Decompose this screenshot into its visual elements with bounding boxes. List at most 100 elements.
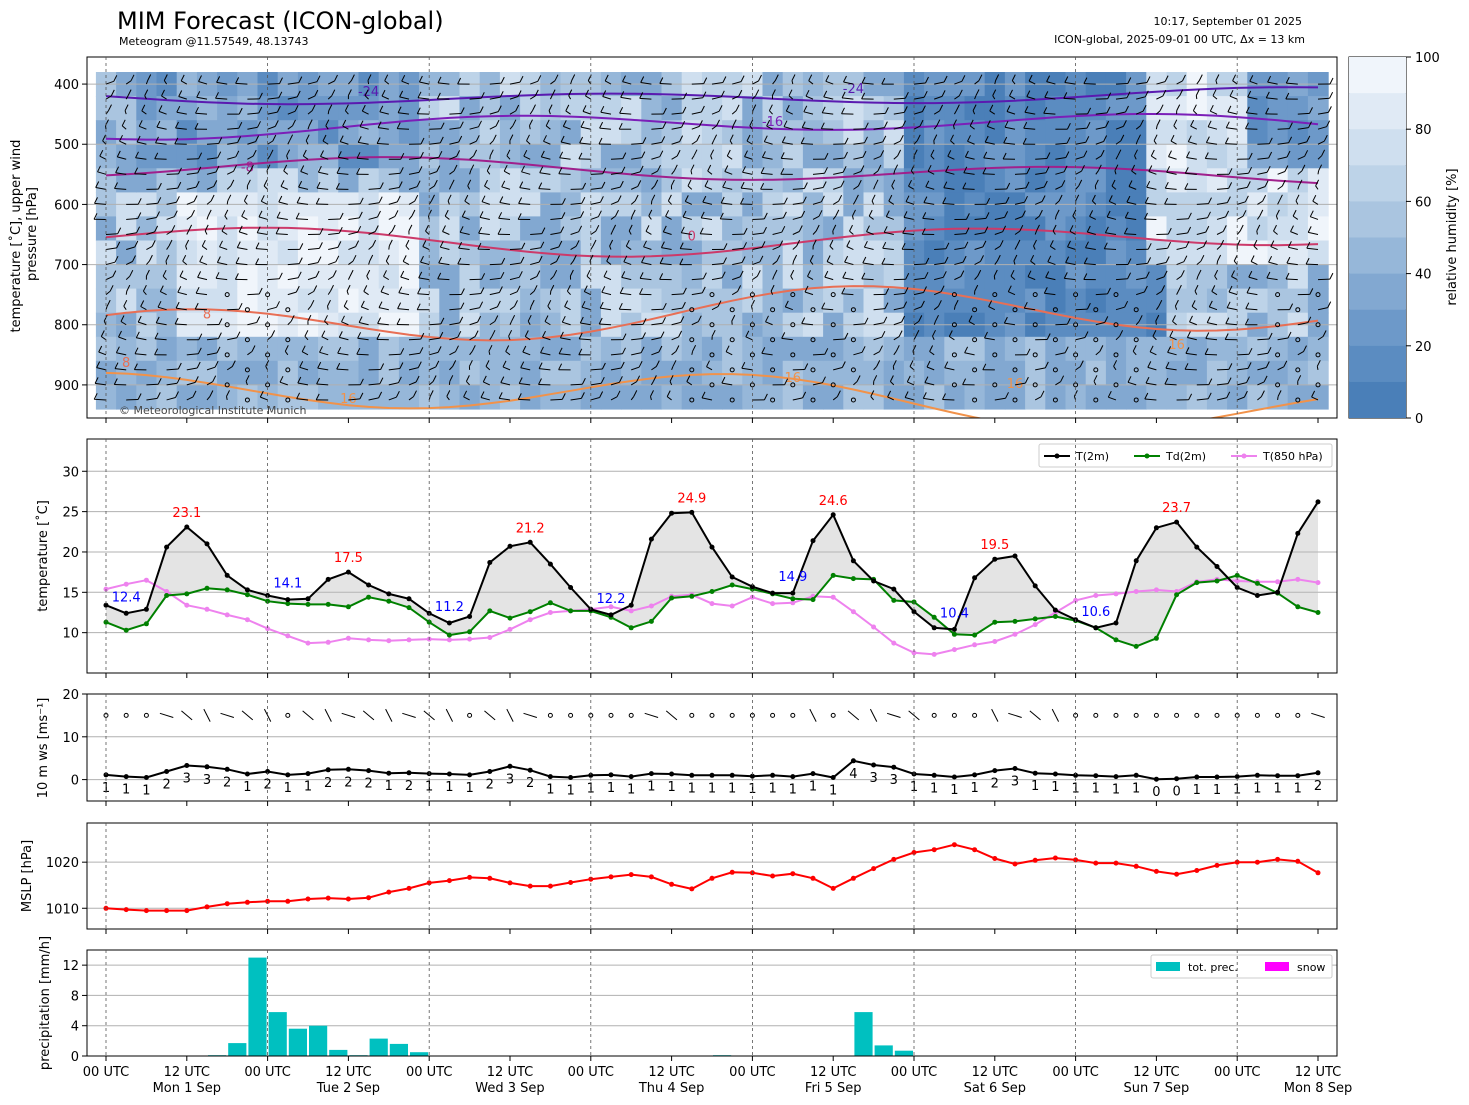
- t2m-point: [1275, 589, 1281, 595]
- wind-barb-flag: [1144, 90, 1149, 98]
- mslp-point: [931, 847, 937, 853]
- wind-barb-flag: [376, 333, 381, 340]
- humidity-cell: [823, 168, 844, 193]
- humidity-cell: [924, 144, 945, 169]
- wind-barb-flag: [439, 331, 444, 339]
- wind-barb-flag: [1010, 269, 1015, 277]
- wind-barb: [925, 186, 935, 190]
- wind-barb-flag: [960, 270, 965, 277]
- humidity-cell: [1146, 360, 1168, 386]
- wind-barb: [1237, 396, 1245, 401]
- t2m-point: [770, 590, 776, 596]
- wind-barb: [1050, 245, 1056, 250]
- wind-barb: [812, 201, 822, 205]
- humidity-cell: [1085, 336, 1107, 362]
- humidity-cell: [661, 96, 683, 121]
- wind-barb-flag: [1167, 346, 1172, 353]
- humidity-cell: [1146, 384, 1168, 410]
- wind-barb-flag: [126, 284, 131, 292]
- wind-barb: [196, 292, 208, 296]
- wind-barb-flag: [1298, 179, 1303, 187]
- humidity-cell: [116, 384, 137, 410]
- y-tick-label: 0: [71, 1050, 79, 1065]
- wind-barb-flag: [921, 228, 926, 235]
- mslp-point: [1275, 856, 1281, 862]
- wind-barb: [783, 126, 793, 130]
- wind-barb-flag: [458, 241, 463, 249]
- humidity-cell: [358, 360, 380, 386]
- wind-barb-flag: [411, 209, 416, 217]
- humidity-cell: [762, 360, 784, 386]
- wind-barb: [408, 367, 419, 371]
- wind-barb: [195, 308, 208, 311]
- wind-barb: [1297, 127, 1309, 130]
- wind-barb: [893, 292, 906, 296]
- wind-barb-flag: [1146, 180, 1151, 188]
- wind-barb: [458, 247, 470, 251]
- wind-barb: [1132, 350, 1137, 356]
- humidity-cell: [883, 288, 905, 314]
- humidity-cell: [1166, 264, 1188, 290]
- wind-barb-flag: [1228, 363, 1233, 370]
- wind-barb-flag: [539, 166, 544, 173]
- mslp-point: [1254, 859, 1260, 865]
- humidity-cell: [964, 96, 986, 121]
- wind-barb-flag: [315, 270, 320, 278]
- wind-barb-flag: [763, 135, 768, 142]
- wind-barb-flag: [178, 90, 183, 97]
- humidity-cell: [1267, 96, 1289, 121]
- wind-barb: [368, 188, 381, 190]
- wind-barb-flag: [569, 269, 574, 277]
- wind-barb-flag: [1006, 182, 1011, 190]
- wind-barb-flag: [870, 390, 875, 397]
- wind-barb-flag: [961, 75, 966, 82]
- wind-barb-flag: [650, 390, 654, 397]
- precip-bar: [288, 1028, 307, 1056]
- wind-barb-flag: [366, 269, 371, 277]
- wind-barb-flag: [419, 151, 424, 159]
- wind-barb: [186, 201, 195, 205]
- calm-circle: [1295, 307, 1301, 313]
- wind-barb-flag: [499, 196, 504, 203]
- wind-barb: [772, 217, 784, 220]
- calm-circle: [285, 712, 291, 718]
- calm-circle: [467, 712, 473, 718]
- humidity-cell: [156, 360, 178, 386]
- min-temp-label: 14.9: [778, 570, 807, 585]
- wind-barb: [186, 172, 198, 175]
- wind-barb: [1184, 368, 1197, 371]
- precip-bar: [874, 1045, 893, 1056]
- humidity-cell: [802, 336, 824, 362]
- wind-barb: [244, 200, 248, 205]
- wind-barb-flag: [201, 239, 206, 247]
- wind-barb: [1045, 277, 1056, 281]
- wind-barb: [348, 80, 352, 85]
- wind-barb: [1156, 95, 1164, 100]
- wind-barb: [469, 126, 479, 130]
- wind-barb-flag: [337, 346, 342, 354]
- wind-barb-flag: [693, 149, 698, 156]
- wind-barb-flag: [257, 121, 261, 128]
- wind-barb: [115, 172, 127, 175]
- wind-barb-flag: [226, 390, 230, 397]
- wind-barb: [934, 291, 942, 296]
- humidity-cell: [1126, 288, 1147, 314]
- wind-barb-flag: [231, 360, 236, 367]
- mslp-point: [648, 874, 654, 880]
- wind-barb-flag: [752, 104, 757, 111]
- wind-barb-flag: [1033, 239, 1037, 247]
- wind-barb-flag: [955, 104, 960, 111]
- wind-speed-point: [547, 774, 553, 780]
- wind-barb: [363, 290, 369, 296]
- wind-barb-flag: [355, 240, 360, 247]
- humidity-cell: [156, 336, 178, 362]
- humidity-cell: [176, 168, 198, 193]
- wind-barb: [944, 367, 955, 371]
- wind-barb-flag: [738, 89, 743, 97]
- wind-barb-flag: [1143, 285, 1148, 293]
- t850-point: [608, 604, 614, 610]
- humidity-cell: [1206, 216, 1228, 242]
- wind-barb-flag: [440, 317, 445, 325]
- humidity-cell: [924, 96, 945, 121]
